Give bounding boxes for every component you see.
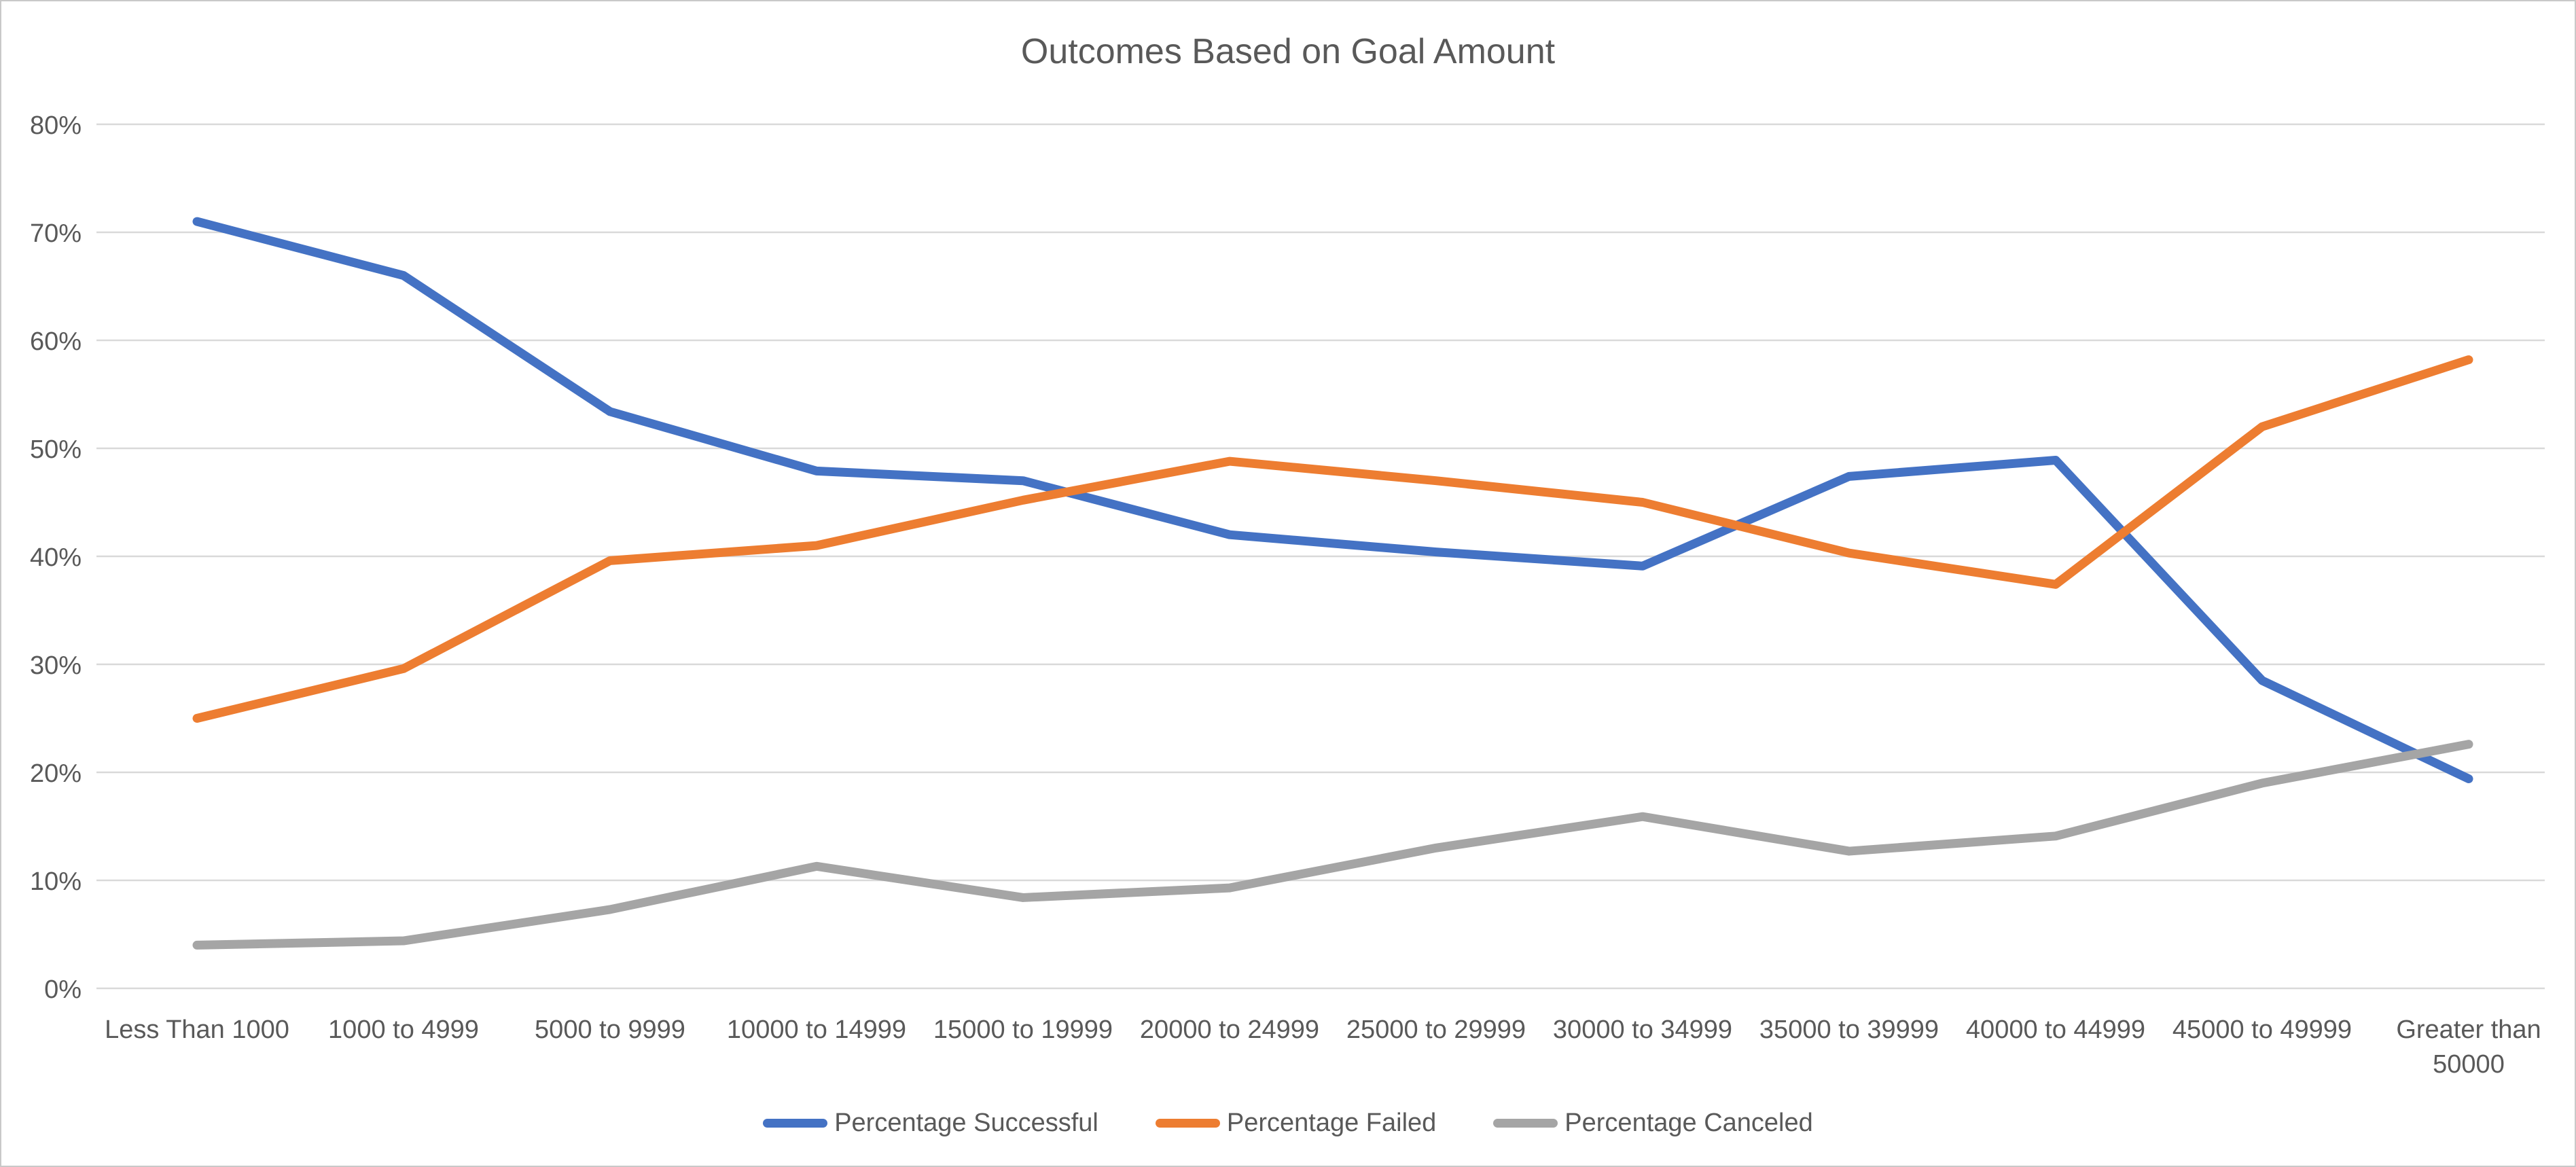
- y-tick-label-0%: 0%: [44, 975, 82, 1004]
- x-category-label: 5000 to 9999: [535, 1016, 685, 1044]
- y-tick-label-70%: 70%: [29, 219, 82, 248]
- legend-line-marker-icon: [763, 1118, 828, 1128]
- legend-item-percentage-failed: Percentage Failed: [1155, 1109, 1437, 1137]
- x-category-label: 1000 to 4999: [328, 1016, 479, 1044]
- legend-item-percentage-successful: Percentage Successful: [763, 1110, 1098, 1136]
- legend-label: Percentage Successful: [834, 1109, 1098, 1137]
- y-tick-label-40%: 40%: [29, 543, 82, 572]
- chart-legend: Percentage Successful Percentage Failed Pe…: [1, 1110, 2575, 1136]
- x-category-label: 10000 to 14999: [726, 1016, 907, 1044]
- x-category-label: 40000 to 44999: [1965, 1016, 2146, 1044]
- legend-label: Percentage Failed: [1226, 1109, 1437, 1137]
- series-line-percentage-canceled: [192, 740, 2473, 950]
- x-category-label: 25000 to 29999: [1346, 1016, 1526, 1044]
- x-category-label: Greater than 50000: [2396, 1016, 2541, 1079]
- x-category-label: 20000 to 24999: [1139, 1016, 1320, 1044]
- x-category-label: 30000 to 34999: [1552, 1016, 1733, 1044]
- x-category-label: 35000 to 39999: [1759, 1016, 1939, 1044]
- y-tick-label-60%: 60%: [29, 327, 82, 356]
- legend-label: Percentage Canceled: [1564, 1109, 1813, 1137]
- series-line-percentage-successful: [192, 217, 2473, 784]
- y-tick-label-30%: 30%: [29, 651, 82, 680]
- y-tick-label-20%: 20%: [29, 759, 82, 788]
- series-line-percentage-failed: [192, 355, 2473, 723]
- legend-line-marker-icon: [1155, 1118, 1220, 1128]
- x-category-label: 15000 to 19999: [933, 1016, 1113, 1044]
- chart-title: Outcomes Based on Goal Amount: [1020, 32, 1556, 71]
- x-category-label: 45000 to 49999: [2172, 1016, 2353, 1044]
- x-category-label: Less Than 1000: [105, 1016, 289, 1044]
- y-tick-label-10%: 10%: [29, 867, 82, 896]
- legend-item-percentage-canceled: Percentage Canceled: [1493, 1109, 1813, 1137]
- y-tick-label-80%: 80%: [29, 111, 82, 140]
- legend-line-marker-icon: [1493, 1118, 1558, 1128]
- y-tick-label-50%: 50%: [29, 435, 82, 464]
